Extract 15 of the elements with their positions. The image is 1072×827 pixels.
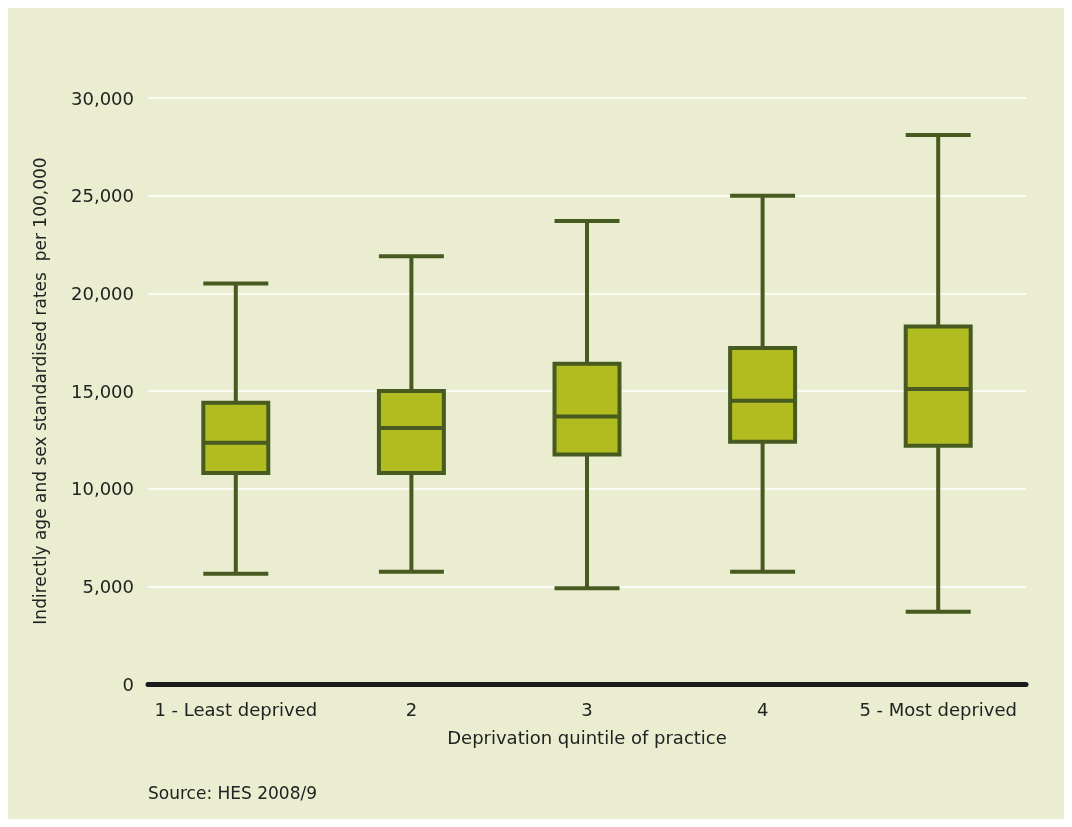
x-tick-label: 2 [405,698,418,720]
x-tick-label: 3 [581,698,593,720]
y-tick-label: 30,000 [71,87,134,109]
x-tick-label: 5 - Most deprived [859,698,1017,720]
y-tick-label: 5,000 [82,575,134,597]
y-tick-label: 25,000 [71,185,134,207]
y-tick-label: 20,000 [71,282,134,304]
source-note: Source: HES 2008/9 [148,782,318,803]
x-tick-label: 1 - Least deprived [154,698,318,720]
x-axis-title: Deprivation quintile of practice [447,726,727,748]
y-tick-label: 10,000 [71,478,134,500]
y-tick-label: 15,000 [71,380,134,402]
y-tick-label: 0 [122,673,134,695]
x-tick-label: 4 [756,698,769,720]
y-axis-title: Indirectly age and sex standardised rates per 100,000 [29,157,50,625]
